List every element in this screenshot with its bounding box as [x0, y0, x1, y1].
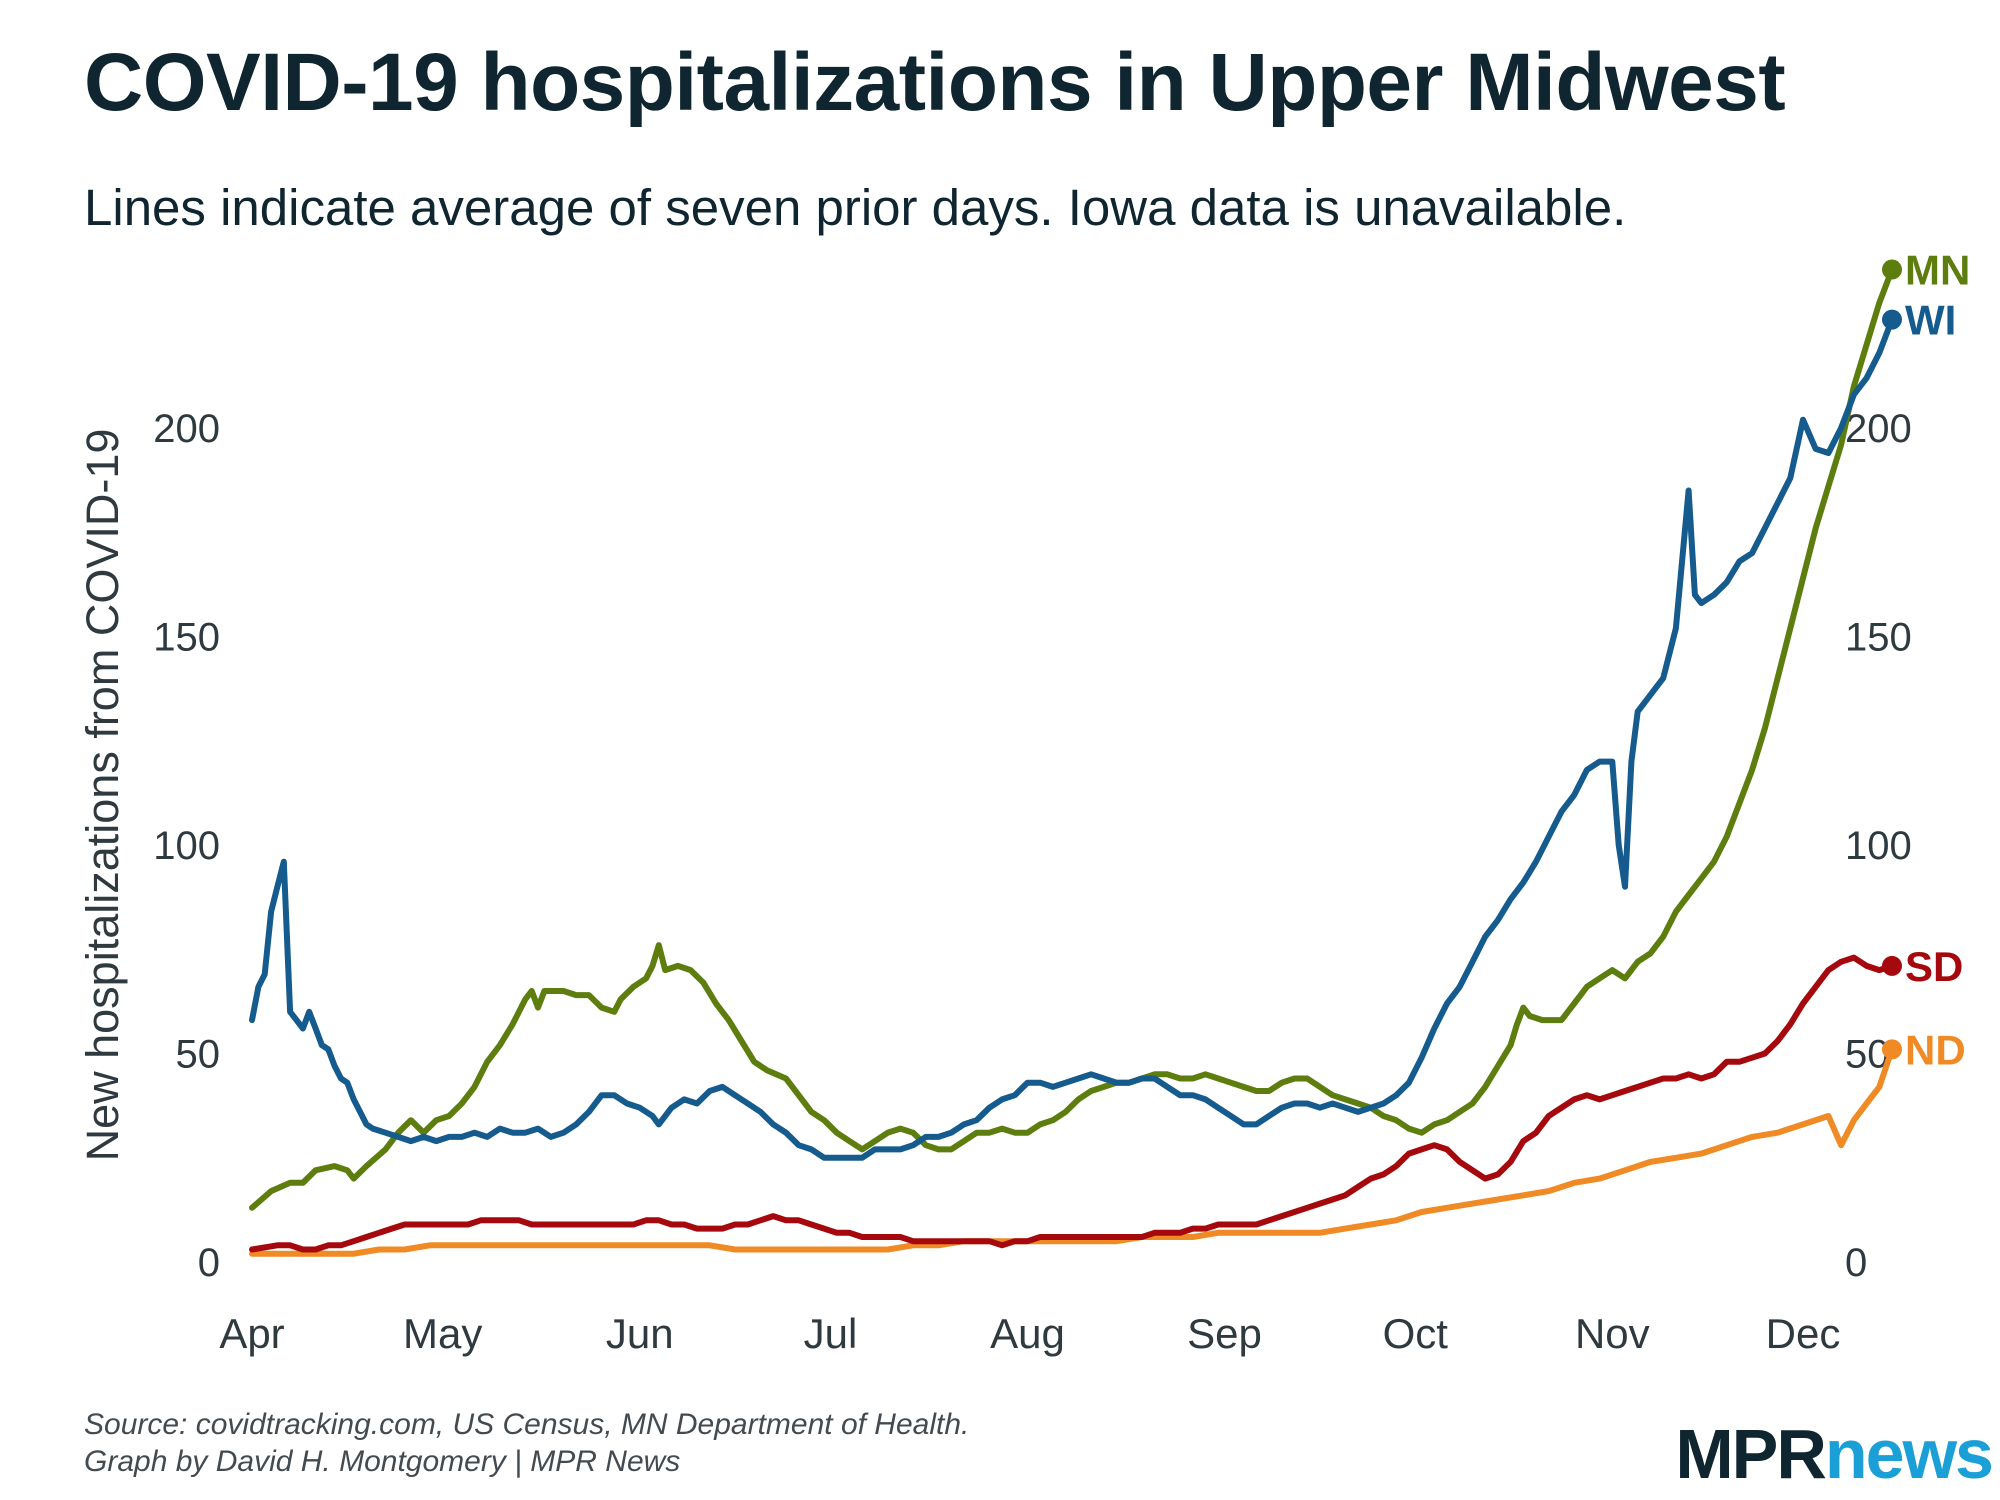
x-tick-label: Dec — [1766, 1310, 1841, 1357]
y-tick-label-right: 100 — [1845, 824, 1912, 868]
y-tick-label-left: 0 — [198, 1241, 220, 1285]
x-tick-label: Nov — [1575, 1310, 1650, 1357]
series-label-sd: SD — [1905, 943, 1963, 990]
x-tick-label: Apr — [219, 1310, 284, 1357]
series-end-dot-mn — [1881, 259, 1902, 280]
series-label-mn: MN — [1905, 247, 1970, 294]
mpr-news-logo: MPRnews — [1675, 1414, 1994, 1494]
series-line-mn — [249, 266, 1895, 1211]
x-tick-label: Oct — [1383, 1310, 1449, 1357]
y-tick-label-right: 50 — [1845, 1033, 1890, 1077]
y-tick-label-left: 150 — [153, 616, 220, 660]
y-tick-label-left: 200 — [153, 407, 220, 451]
x-tick-label: Jul — [804, 1310, 858, 1357]
series-lines — [249, 266, 1895, 1257]
x-tick-label: May — [403, 1310, 482, 1357]
chart-title: COVID-19 hospitalizations in Upper Midwe… — [84, 37, 1786, 128]
series-label-nd: ND — [1905, 1026, 1966, 1073]
logo-mpr: MPR — [1675, 1415, 1827, 1493]
y-tick-label-right: 200 — [1845, 407, 1912, 451]
y-tick-label-right: 150 — [1845, 616, 1912, 660]
series-line-sd — [249, 954, 1895, 1253]
logo-news: news — [1824, 1415, 1994, 1493]
x-axis: Apr May Jun Jul Aug Sep Oct Nov Dec — [219, 1310, 1840, 1357]
y-axis-label: New hospitalizations from COVID-19 — [77, 429, 128, 1162]
x-tick-label: Jun — [606, 1310, 674, 1357]
y-tick-label-left: 100 — [153, 824, 220, 868]
chart-subtitle: Lines indicate average of seven prior da… — [84, 179, 1627, 236]
series-end-dot-sd — [1881, 955, 1902, 976]
series-line-wi — [249, 316, 1895, 1161]
series-end-dot-wi — [1881, 309, 1902, 330]
series-line-nd — [249, 1046, 1895, 1257]
source-line: Source: covidtracking.com, US Census, MN… — [84, 1408, 970, 1441]
series-label-wi: WI — [1905, 297, 1956, 344]
source-note: Source: covidtracking.com, US Census, MN… — [84, 1406, 969, 1480]
y-tick-label-right: 0 — [1845, 1241, 1867, 1285]
y-axis-left: 0 50 100 150 200 — [153, 407, 220, 1285]
x-tick-label: Sep — [1187, 1310, 1262, 1357]
credit-line: Graph by David H. Montgomery | MPR News — [84, 1445, 681, 1478]
series-end-dot-nd — [1881, 1039, 1902, 1060]
y-tick-label-left: 50 — [176, 1033, 221, 1077]
y-axis-right: 0 50 100 150 200 — [1845, 407, 1912, 1285]
x-tick-label: Aug — [990, 1310, 1065, 1357]
